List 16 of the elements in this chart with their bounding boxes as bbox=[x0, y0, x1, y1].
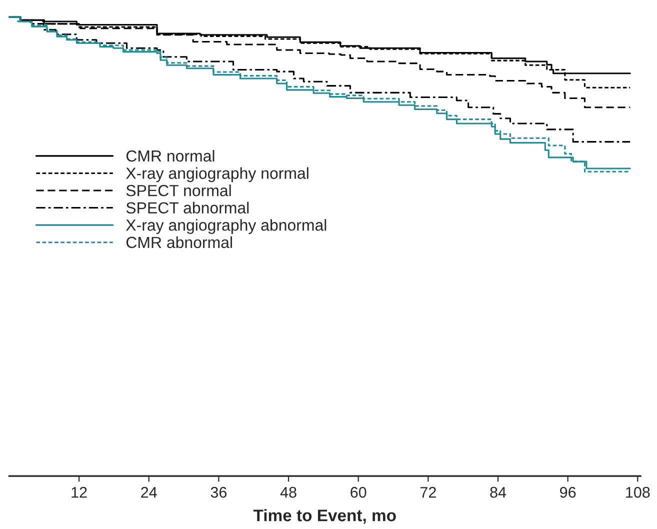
legend-label: X-ray angiography abnormal bbox=[126, 219, 326, 234]
legend-label: SPECT abnormal bbox=[126, 202, 249, 214]
x-tick-label: 24 bbox=[141, 486, 157, 498]
x-tick-label: 84 bbox=[490, 486, 506, 498]
legend-label: CMR normal bbox=[126, 150, 214, 162]
legend-label: SPECT normal bbox=[126, 184, 231, 196]
x-tick-label: 108 bbox=[626, 486, 650, 498]
x-tick-label: 60 bbox=[350, 486, 366, 498]
x-tick-label: 48 bbox=[280, 486, 296, 498]
legend-label: X-ray angiography normal bbox=[126, 167, 308, 182]
x-tick-label: 36 bbox=[210, 486, 227, 498]
legend-label: CMR abnormal bbox=[126, 236, 232, 248]
x-tick-label: 96 bbox=[560, 486, 576, 498]
x-axis-title: Time to Event, mo bbox=[253, 509, 396, 524]
x-tick-label: 72 bbox=[420, 486, 436, 498]
x-tick-label: 12 bbox=[72, 486, 87, 498]
